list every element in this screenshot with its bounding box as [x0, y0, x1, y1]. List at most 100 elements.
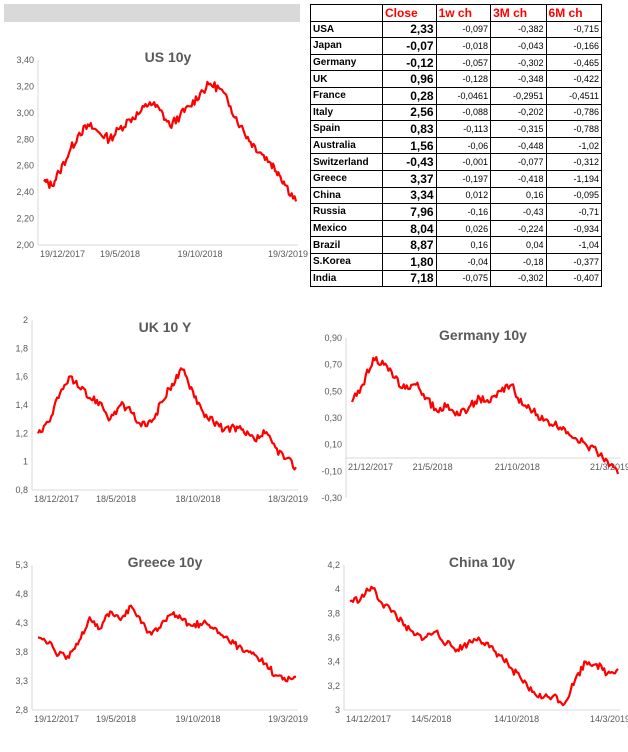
change-cell: -1,02: [545, 136, 603, 155]
y-tick-label: 1,4: [15, 400, 28, 410]
table-row: Germany -0,12 -0,057 -0,302 -0,465: [310, 53, 603, 72]
country-cell: India: [310, 269, 383, 288]
change-cell: -0,077: [490, 153, 547, 171]
change-cell: -0,788: [545, 120, 603, 138]
chart-svg: UK 10 Y 0,8 1 1,2 1,4 1,6 1,8 2 18/12/2017 18/5/2…: [15, 315, 308, 504]
chart-title: US 10y: [145, 49, 192, 65]
chart-title: Greece 10y: [128, 554, 203, 570]
y-tick-label: 2,40: [16, 187, 34, 197]
x-tick-label: 18/12/2017: [34, 494, 79, 504]
x-tick-label: 19/10/2018: [177, 249, 222, 259]
y-tick-label: 2,00: [16, 240, 34, 250]
series-line: [43, 80, 298, 202]
table-row: Greece 3,37 -0,197 -0,418 -1,194: [310, 169, 603, 188]
y-tick-label: 4: [335, 584, 340, 594]
country-cell: China: [310, 186, 383, 205]
table-row: Russia 7,96 -0,16 -0,43 -0,71: [310, 203, 603, 221]
chart-uk-10y: UK 10 Y 0,8 1 1,2 1,4 1,6 1,8 2 18/12/2017 18/5/2…: [0, 310, 308, 510]
y-tick-label: 2: [23, 315, 28, 325]
change-cell: 0,04: [490, 236, 547, 254]
y-tick-label: 2,8: [15, 705, 28, 715]
change-cell: -0,075: [435, 269, 492, 288]
close-cell: 8,04: [382, 219, 437, 238]
change-cell: -0,448: [490, 136, 547, 155]
x-tick-label: 14/10/2018: [494, 714, 539, 724]
y-tick-label: 3,20: [16, 81, 34, 91]
country-cell: France: [310, 86, 383, 105]
chart-title: China 10y: [449, 554, 515, 570]
chart-us-10y: US 10y 2,00 2,20 2,40 2,60 2,80 3,00 3,20 3,40 19…: [0, 40, 308, 265]
y-tick-label: 0,8: [15, 485, 28, 495]
table-row: Brazil 8,87 0,16 0,04 -1,04: [310, 236, 603, 254]
chart-svg: US 10y 2,00 2,20 2,40 2,60 2,80 3,00 3,20 3,40 19…: [16, 49, 308, 259]
change-cell: -0,315: [490, 120, 547, 138]
series-line: [37, 604, 297, 683]
change-cell: -0,128: [435, 70, 492, 88]
x-tick-label: 14/12/2017: [346, 714, 391, 724]
change-cell: -0,16: [435, 203, 492, 221]
change-cell: 0,16: [435, 236, 492, 254]
table-row: China 3,34 0,012 0,16 -0,095: [310, 186, 603, 205]
change-cell: -0,057: [435, 53, 492, 72]
series-line: [349, 585, 619, 707]
x-tick-label: 19/10/2018: [175, 714, 220, 724]
change-cell: -0,097: [435, 20, 492, 39]
country-cell: Greece: [310, 169, 383, 188]
close-cell: 0,96: [382, 70, 437, 88]
chart-svg: Germany 10y -0,30 -0,10 0,10 0,30 0,50 0,70 0,9…: [321, 327, 628, 503]
change-cell: -0,2951: [490, 86, 547, 105]
change-cell: -0,4511: [545, 86, 603, 105]
y-tick-label: 0,30: [324, 413, 342, 423]
change-cell: -0,06: [435, 136, 492, 155]
close-cell: -0,07: [382, 37, 437, 55]
change-cell: -1,194: [545, 169, 603, 188]
change-cell: -0,018: [435, 37, 492, 55]
close-cell: 2,33: [382, 20, 437, 39]
change-cell: -0,407: [545, 269, 603, 288]
x-tick-label: 14/5/2018: [411, 714, 451, 724]
y-tick-label: 3,40: [16, 55, 34, 65]
y-tick-label: 1,8: [15, 343, 28, 353]
change-cell: -0,934: [545, 219, 603, 238]
country-cell: UK: [310, 70, 383, 88]
table-row: UK 0,96 -0,128 -0,348 -0,422: [310, 70, 603, 88]
chart-china-10y: China 10y 3 3,2 3,4 3,6 3,8 4 4,2 14/12/2017 14/5…: [310, 545, 628, 730]
table-row: Japan -0,07 -0,018 -0,043 -0,166: [310, 37, 603, 55]
table-row: USA 2,33 -0,097 -0,382 -0,715: [310, 20, 603, 39]
change-cell: -0,465: [545, 53, 603, 72]
y-tick-label: 3,00: [16, 108, 34, 118]
y-tick-label: 0,70: [324, 360, 342, 370]
y-tick-label: 3: [335, 705, 340, 715]
x-tick-label: 19/12/2017: [40, 249, 85, 259]
y-tick-label: 3,6: [327, 633, 340, 643]
y-tick-label: -0,10: [321, 466, 342, 476]
change-cell: -0,715: [545, 20, 603, 39]
x-tick-label: 18/10/2018: [175, 494, 220, 504]
chart-svg: Greece 10y 2,8 3,3 3,8 4,3 4,8 5,3 19/12/2017 19…: [15, 554, 308, 724]
x-tick-label: 14/3/2019: [590, 714, 628, 724]
chart-greece-10y: Greece 10y 2,8 3,3 3,8 4,3 4,8 5,3 19/12/2017 19…: [0, 545, 308, 730]
change-cell: 0,026: [435, 219, 492, 238]
change-cell: 0,012: [435, 186, 492, 205]
table-header-row: Close 1w ch 3M ch 6M ch: [310, 4, 603, 22]
close-cell: 8,87: [382, 236, 437, 254]
close-cell: 1,80: [382, 252, 437, 271]
y-tick-label: 4,3: [15, 618, 28, 628]
y-tick-label: 4,8: [15, 589, 28, 599]
chart-title: UK 10 Y: [139, 319, 192, 335]
change-cell: -0,197: [435, 169, 492, 188]
change-cell: -0,088: [435, 103, 492, 122]
close-cell: 2,56: [382, 103, 437, 122]
y-tick-label: 2,60: [16, 161, 34, 171]
y-tick-label: 3,8: [15, 647, 28, 657]
country-cell: Mexico: [310, 219, 383, 238]
change-cell: -0,786: [545, 103, 603, 122]
x-tick-label: 19/12/2017: [34, 714, 79, 724]
y-tick-label: 3,4: [327, 657, 340, 667]
close-cell: 3,34: [382, 186, 437, 205]
close-cell: -0,43: [382, 153, 437, 171]
change-cell: -0,224: [490, 219, 547, 238]
change-cell: -0,043: [490, 37, 547, 55]
country-cell: Italy: [310, 103, 383, 122]
table-row: Switzerland -0,43 -0,001 -0,077 -0,312: [310, 153, 603, 171]
